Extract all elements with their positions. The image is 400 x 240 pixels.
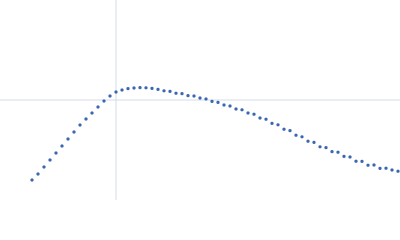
point xyxy=(102,99,106,103)
point xyxy=(288,129,292,133)
point xyxy=(168,89,172,93)
point xyxy=(312,140,316,144)
point xyxy=(42,165,46,169)
point xyxy=(66,137,70,141)
point xyxy=(336,150,340,154)
point xyxy=(150,86,154,90)
point xyxy=(186,94,190,98)
point xyxy=(330,150,334,154)
point xyxy=(192,94,196,98)
point xyxy=(210,99,214,103)
point xyxy=(258,116,262,120)
point xyxy=(204,97,208,101)
point xyxy=(120,88,124,92)
point xyxy=(306,139,310,143)
point xyxy=(360,159,364,163)
point xyxy=(348,155,352,159)
point xyxy=(318,145,322,149)
point xyxy=(354,159,358,163)
point xyxy=(96,105,100,109)
point xyxy=(174,91,178,95)
point xyxy=(216,100,220,104)
point xyxy=(282,127,286,131)
point xyxy=(372,163,376,167)
point xyxy=(252,112,256,116)
point xyxy=(162,89,166,93)
point xyxy=(276,123,280,127)
point xyxy=(270,121,274,125)
point xyxy=(264,117,268,121)
point xyxy=(78,123,82,127)
point xyxy=(300,135,304,139)
point xyxy=(132,86,136,90)
point xyxy=(384,166,388,170)
point xyxy=(36,172,40,176)
point xyxy=(60,144,64,148)
point xyxy=(114,90,118,94)
point xyxy=(108,94,112,98)
point xyxy=(126,87,130,91)
page: {"chart_data": {"type": "scatter", "x": … xyxy=(0,0,400,200)
point xyxy=(366,163,370,167)
point xyxy=(54,151,58,155)
point xyxy=(48,158,52,162)
point xyxy=(90,111,94,115)
point xyxy=(228,104,232,108)
point xyxy=(294,133,298,137)
point xyxy=(156,87,160,91)
point xyxy=(390,168,394,172)
point xyxy=(342,154,346,158)
point xyxy=(30,178,34,182)
point xyxy=(396,169,400,173)
point xyxy=(240,108,244,112)
point xyxy=(84,117,88,121)
point xyxy=(180,92,184,96)
point xyxy=(378,166,382,170)
point xyxy=(138,86,142,90)
chart xyxy=(0,0,400,200)
point xyxy=(246,111,250,115)
point xyxy=(222,103,226,107)
point xyxy=(324,146,328,150)
point xyxy=(144,86,148,90)
point xyxy=(72,130,76,134)
point xyxy=(198,96,202,100)
point xyxy=(234,107,238,111)
